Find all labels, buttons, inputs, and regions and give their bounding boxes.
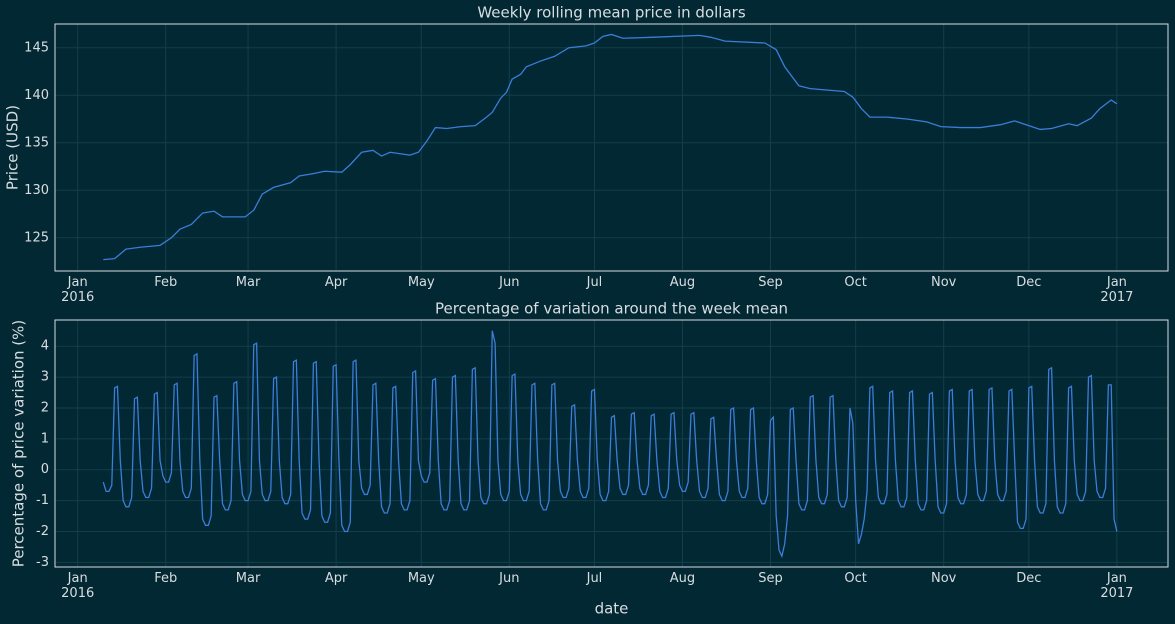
- axes-frame: [54, 23, 1169, 272]
- x-tick-label: Mar: [235, 571, 261, 586]
- x-tick-label: Dec: [1016, 275, 1042, 290]
- chart-title: Percentage of variation around the week …: [435, 300, 788, 318]
- x-tick-label: Jun: [499, 275, 520, 290]
- x-tick-label: Aug: [669, 275, 696, 290]
- x-tick-label: Nov: [931, 571, 957, 586]
- y-tick-label: 130: [24, 183, 49, 198]
- x-tick-label: Oct: [844, 275, 867, 290]
- x-tick-label: Jan 2017: [1100, 275, 1134, 305]
- y-tick-label: 3: [41, 370, 49, 385]
- x-tick-label: Jan 2017: [1100, 571, 1134, 601]
- plot-area: [55, 24, 1168, 271]
- x-axis-label: date: [595, 600, 629, 618]
- y-tick-label: 135: [24, 135, 49, 150]
- x-tick-label: Sep: [758, 571, 783, 586]
- axes-frame: [54, 319, 1169, 568]
- x-tick-label: Dec: [1016, 571, 1042, 586]
- y-tick-label: 145: [24, 40, 49, 55]
- y-tick-label: -3: [36, 555, 49, 570]
- x-tick-label: May: [407, 275, 435, 290]
- y-axis-label: Price (USD): [4, 105, 22, 190]
- x-tick-label: Sep: [758, 275, 783, 290]
- y-tick-label: 2: [41, 400, 49, 415]
- y-tick-label: -2: [36, 524, 49, 539]
- x-tick-label: Aug: [669, 571, 696, 586]
- data-line: [102, 330, 1118, 559]
- y-tick-label: -1: [36, 493, 49, 508]
- chart-title: Weekly rolling mean price in dollars: [477, 4, 745, 22]
- y-tick-label: 140: [24, 88, 49, 103]
- y-tick-label: 0: [41, 462, 49, 477]
- x-tick-label: Feb: [154, 275, 178, 290]
- x-tick-label: Oct: [844, 571, 867, 586]
- y-tick-label: 125: [24, 230, 49, 245]
- y-tick-label: 1: [41, 431, 49, 446]
- x-tick-label: May: [407, 571, 435, 586]
- y-axis-label: Percentage of price variation (%): [10, 320, 28, 568]
- data-line: [103, 33, 1118, 261]
- x-tick-label: Mar: [235, 275, 261, 290]
- x-tick-label: Jul: [586, 571, 603, 586]
- plot-area: [55, 320, 1168, 567]
- x-tick-label: Apr: [324, 571, 348, 586]
- x-tick-label: Jan 2016: [61, 275, 95, 305]
- x-tick-label: Jul: [586, 275, 603, 290]
- x-tick-label: Jun: [499, 571, 520, 586]
- x-tick-label: Apr: [324, 275, 348, 290]
- x-tick-label: Nov: [931, 275, 957, 290]
- x-tick-label: Feb: [154, 571, 178, 586]
- x-tick-label: Jan 2016: [61, 571, 95, 601]
- y-tick-label: 4: [41, 339, 49, 354]
